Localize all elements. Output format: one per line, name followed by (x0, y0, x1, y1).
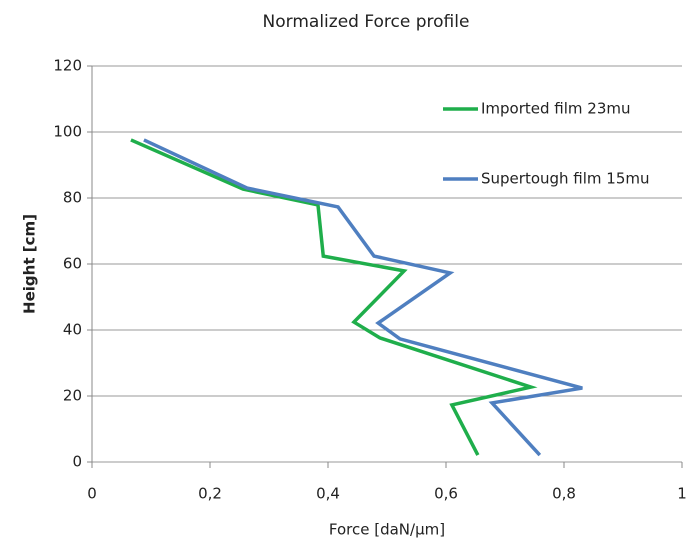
x-tick-label: 0,4 (316, 485, 340, 503)
y-tick-label: 40 (63, 321, 82, 339)
y-tick-label: 60 (63, 255, 82, 273)
x-tick-label: 0,6 (434, 485, 458, 503)
legend-label: Imported film 23mu (481, 100, 631, 118)
y-tick-label: 20 (63, 387, 82, 405)
y-tick-label: 120 (53, 57, 82, 75)
x-tick-label: 1 (677, 485, 687, 503)
x-axis-label: Force [daN/µm] (329, 521, 445, 539)
x-tick-label: 0,8 (552, 485, 576, 503)
y-tick-label: 80 (63, 189, 82, 207)
chart-title: Normalized Force profile (263, 12, 470, 32)
y-axis-label: Height [cm] (21, 214, 39, 314)
x-tick-label: 0,2 (198, 485, 222, 503)
x-tick-label: 0 (87, 485, 97, 503)
series-line (130, 138, 538, 456)
y-tick-label: 0 (72, 453, 82, 471)
legend-label: Supertough film 15mu (481, 170, 650, 188)
y-tick-label: 100 (53, 123, 82, 141)
series-line (143, 138, 583, 457)
